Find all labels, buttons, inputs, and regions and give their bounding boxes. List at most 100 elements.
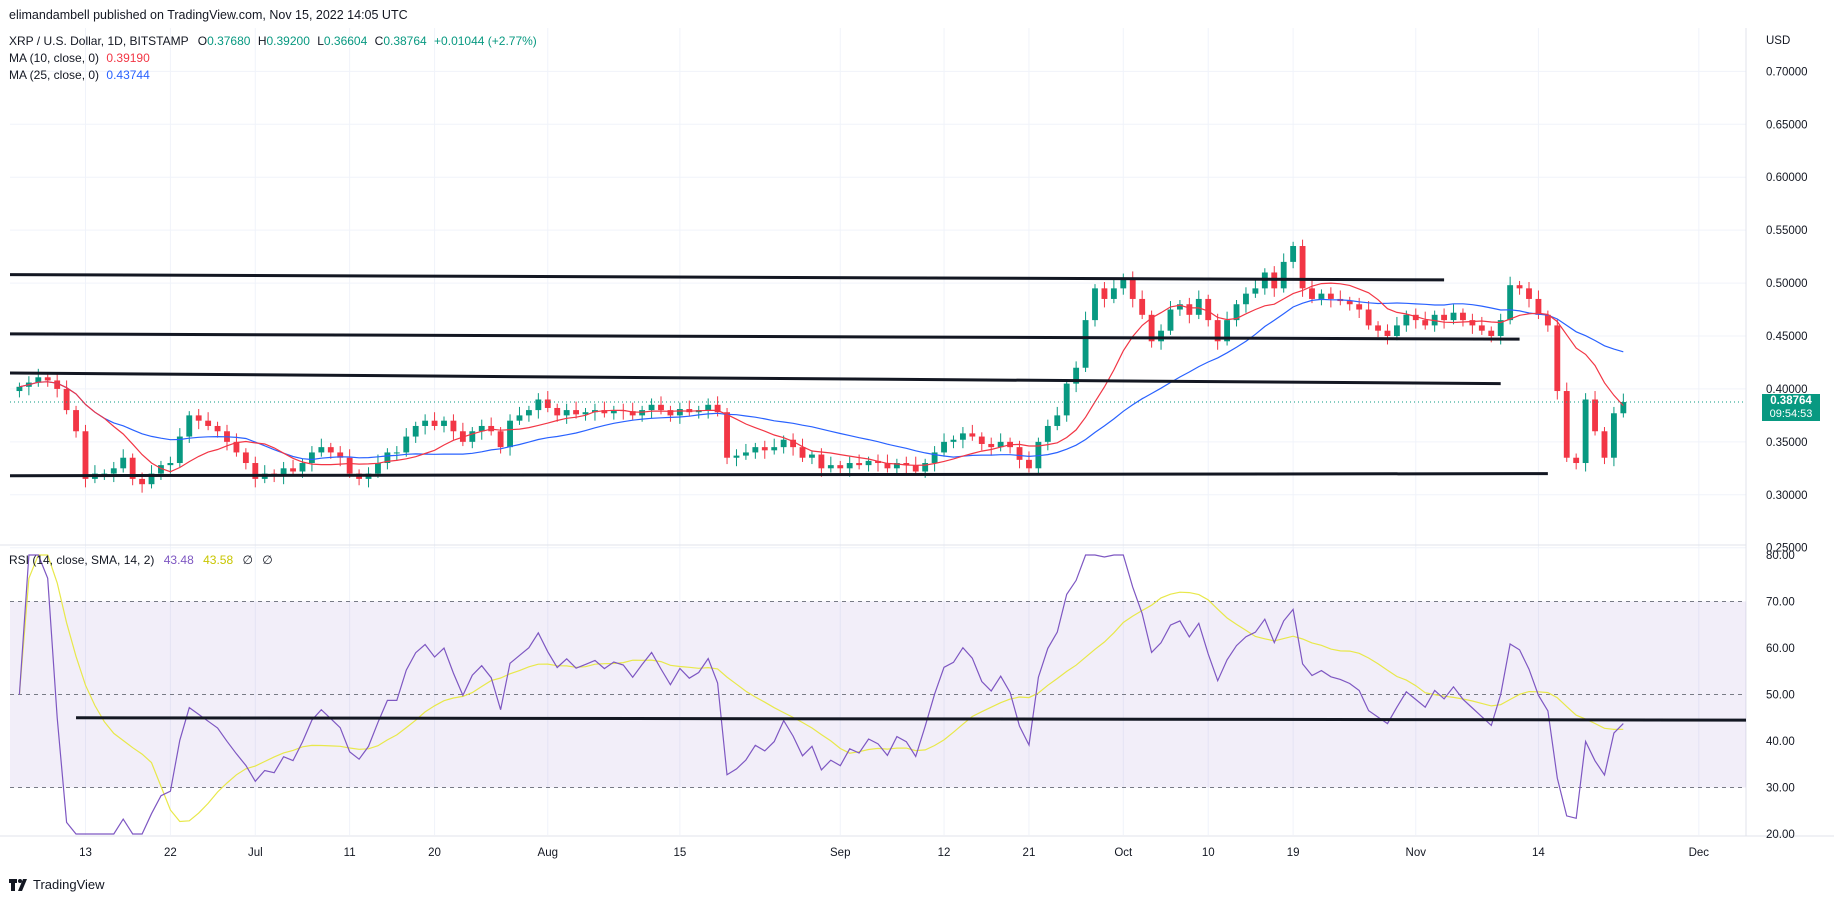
candle-body [809, 454, 815, 458]
candle-body [1375, 325, 1381, 331]
candle-body [658, 404, 664, 411]
candle-body [478, 425, 485, 432]
candle-body [1422, 320, 1429, 326]
candle-body [752, 447, 759, 453]
candle-body [1497, 320, 1504, 336]
rsi-legend[interactable]: RSI (14, close, SMA, 14, 2) 43.48 43.58 … [9, 553, 273, 567]
candle-body [375, 463, 381, 474]
candle-body [441, 420, 447, 426]
candle-body [1280, 261, 1287, 289]
candle-body [308, 452, 315, 464]
close-label: C [374, 34, 384, 48]
candle-body [1233, 304, 1240, 321]
rsi-trend-line [76, 716, 1747, 722]
candle-body [912, 465, 919, 472]
price-tick-label: 0.55000 [1766, 225, 1808, 237]
rsi-label: RSI (14, close, SMA, 14, 2) [9, 553, 155, 567]
candle-body [1214, 320, 1221, 342]
candle-body [1054, 415, 1061, 426]
rsi-tick-label: 50.00 [1766, 690, 1795, 702]
time-tick-label: 13 [79, 847, 92, 859]
candle-body [73, 410, 79, 432]
price-tick-label: 0.65000 [1766, 119, 1808, 131]
rsi-line [18, 554, 1624, 835]
candle-body [1573, 457, 1580, 464]
candle-body [1318, 293, 1325, 299]
time-tick-label: 12 [938, 847, 951, 859]
candle-body [997, 441, 1004, 448]
candle-body [601, 410, 608, 414]
candle-body [148, 473, 155, 485]
tradingview-logo[interactable]: TradingView [9, 877, 105, 892]
rsi-lines [18, 554, 1747, 835]
candle-body [186, 415, 193, 437]
ma25-label: MA (25, close, 0) [9, 68, 100, 82]
ma25-legend[interactable]: MA (25, close, 0) 0.43744 [9, 68, 150, 82]
ma25-value: 0.43744 [106, 68, 150, 82]
low-value: 0.36604 [323, 34, 368, 48]
price-tick-label: 0.50000 [1766, 278, 1808, 290]
candle-body [1243, 293, 1249, 305]
candle-body [1082, 320, 1089, 368]
rsi-extra-2: ∅ [262, 553, 273, 567]
rsi-tick-label: 20.00 [1766, 829, 1795, 841]
candle-body [1526, 288, 1532, 299]
candle-body [742, 452, 749, 456]
candle-body [1139, 298, 1146, 315]
candle-body [780, 439, 787, 448]
rsi-tick-label: 80.00 [1766, 550, 1795, 562]
time-tick-label: Dec [1689, 847, 1710, 859]
candle-body [384, 452, 391, 464]
rsi-tick-label: 40.00 [1766, 736, 1795, 748]
candle-body [856, 463, 863, 466]
candle-body [252, 463, 259, 479]
current-price-tag: 0.38764 09:54:53 [1762, 394, 1820, 421]
candle-body [950, 439, 957, 442]
candle-body [290, 468, 296, 472]
candle-body [1554, 325, 1561, 392]
symbol-title: XRP / U.S. Dollar, 1D, BITSTAMP [9, 34, 189, 48]
candle-body [1063, 383, 1070, 416]
candle-body [1148, 314, 1155, 342]
open-label: O [197, 34, 208, 48]
candle-body [63, 388, 70, 411]
time-tick-label: Oct [1114, 847, 1133, 859]
candle-body [1544, 314, 1551, 326]
candle-body [242, 452, 249, 464]
tradingview-logo-icon [9, 878, 27, 891]
candle-body [1601, 431, 1608, 458]
candle-body [280, 468, 287, 476]
candle-body [922, 463, 929, 472]
candle-body [176, 436, 183, 464]
candle-body [988, 443, 995, 448]
ma10-legend[interactable]: MA (10, close, 0) 0.39190 [9, 51, 150, 65]
candle-body [724, 412, 730, 458]
candle-body [1026, 459, 1032, 469]
candle-body [1516, 285, 1523, 289]
candle-body [818, 454, 825, 469]
candle-body [1365, 309, 1372, 326]
candle-body [205, 420, 212, 426]
candle-body [629, 411, 636, 416]
time-tick-label: 10 [1202, 847, 1215, 859]
time-tick-label: 19 [1287, 847, 1300, 859]
candle-body [110, 468, 117, 474]
price-tick-label: 0.60000 [1766, 172, 1808, 184]
rsi-sma-line [18, 554, 1624, 823]
candle-body [1412, 314, 1419, 321]
price-tick-label: 0.30000 [1766, 490, 1808, 502]
candle-body [82, 431, 89, 479]
candle-body [790, 439, 797, 448]
candle-body [233, 441, 240, 453]
candle-body [893, 463, 900, 469]
ma10-line [19, 282, 1624, 473]
candle-body [167, 463, 174, 466]
time-tick-label: 15 [673, 847, 686, 859]
candle-body [318, 447, 325, 453]
price-tick-label: 0.35000 [1766, 437, 1808, 449]
rsi-sma-value: 43.58 [203, 553, 234, 567]
candle-body [1224, 320, 1231, 342]
candle-body [563, 410, 570, 416]
